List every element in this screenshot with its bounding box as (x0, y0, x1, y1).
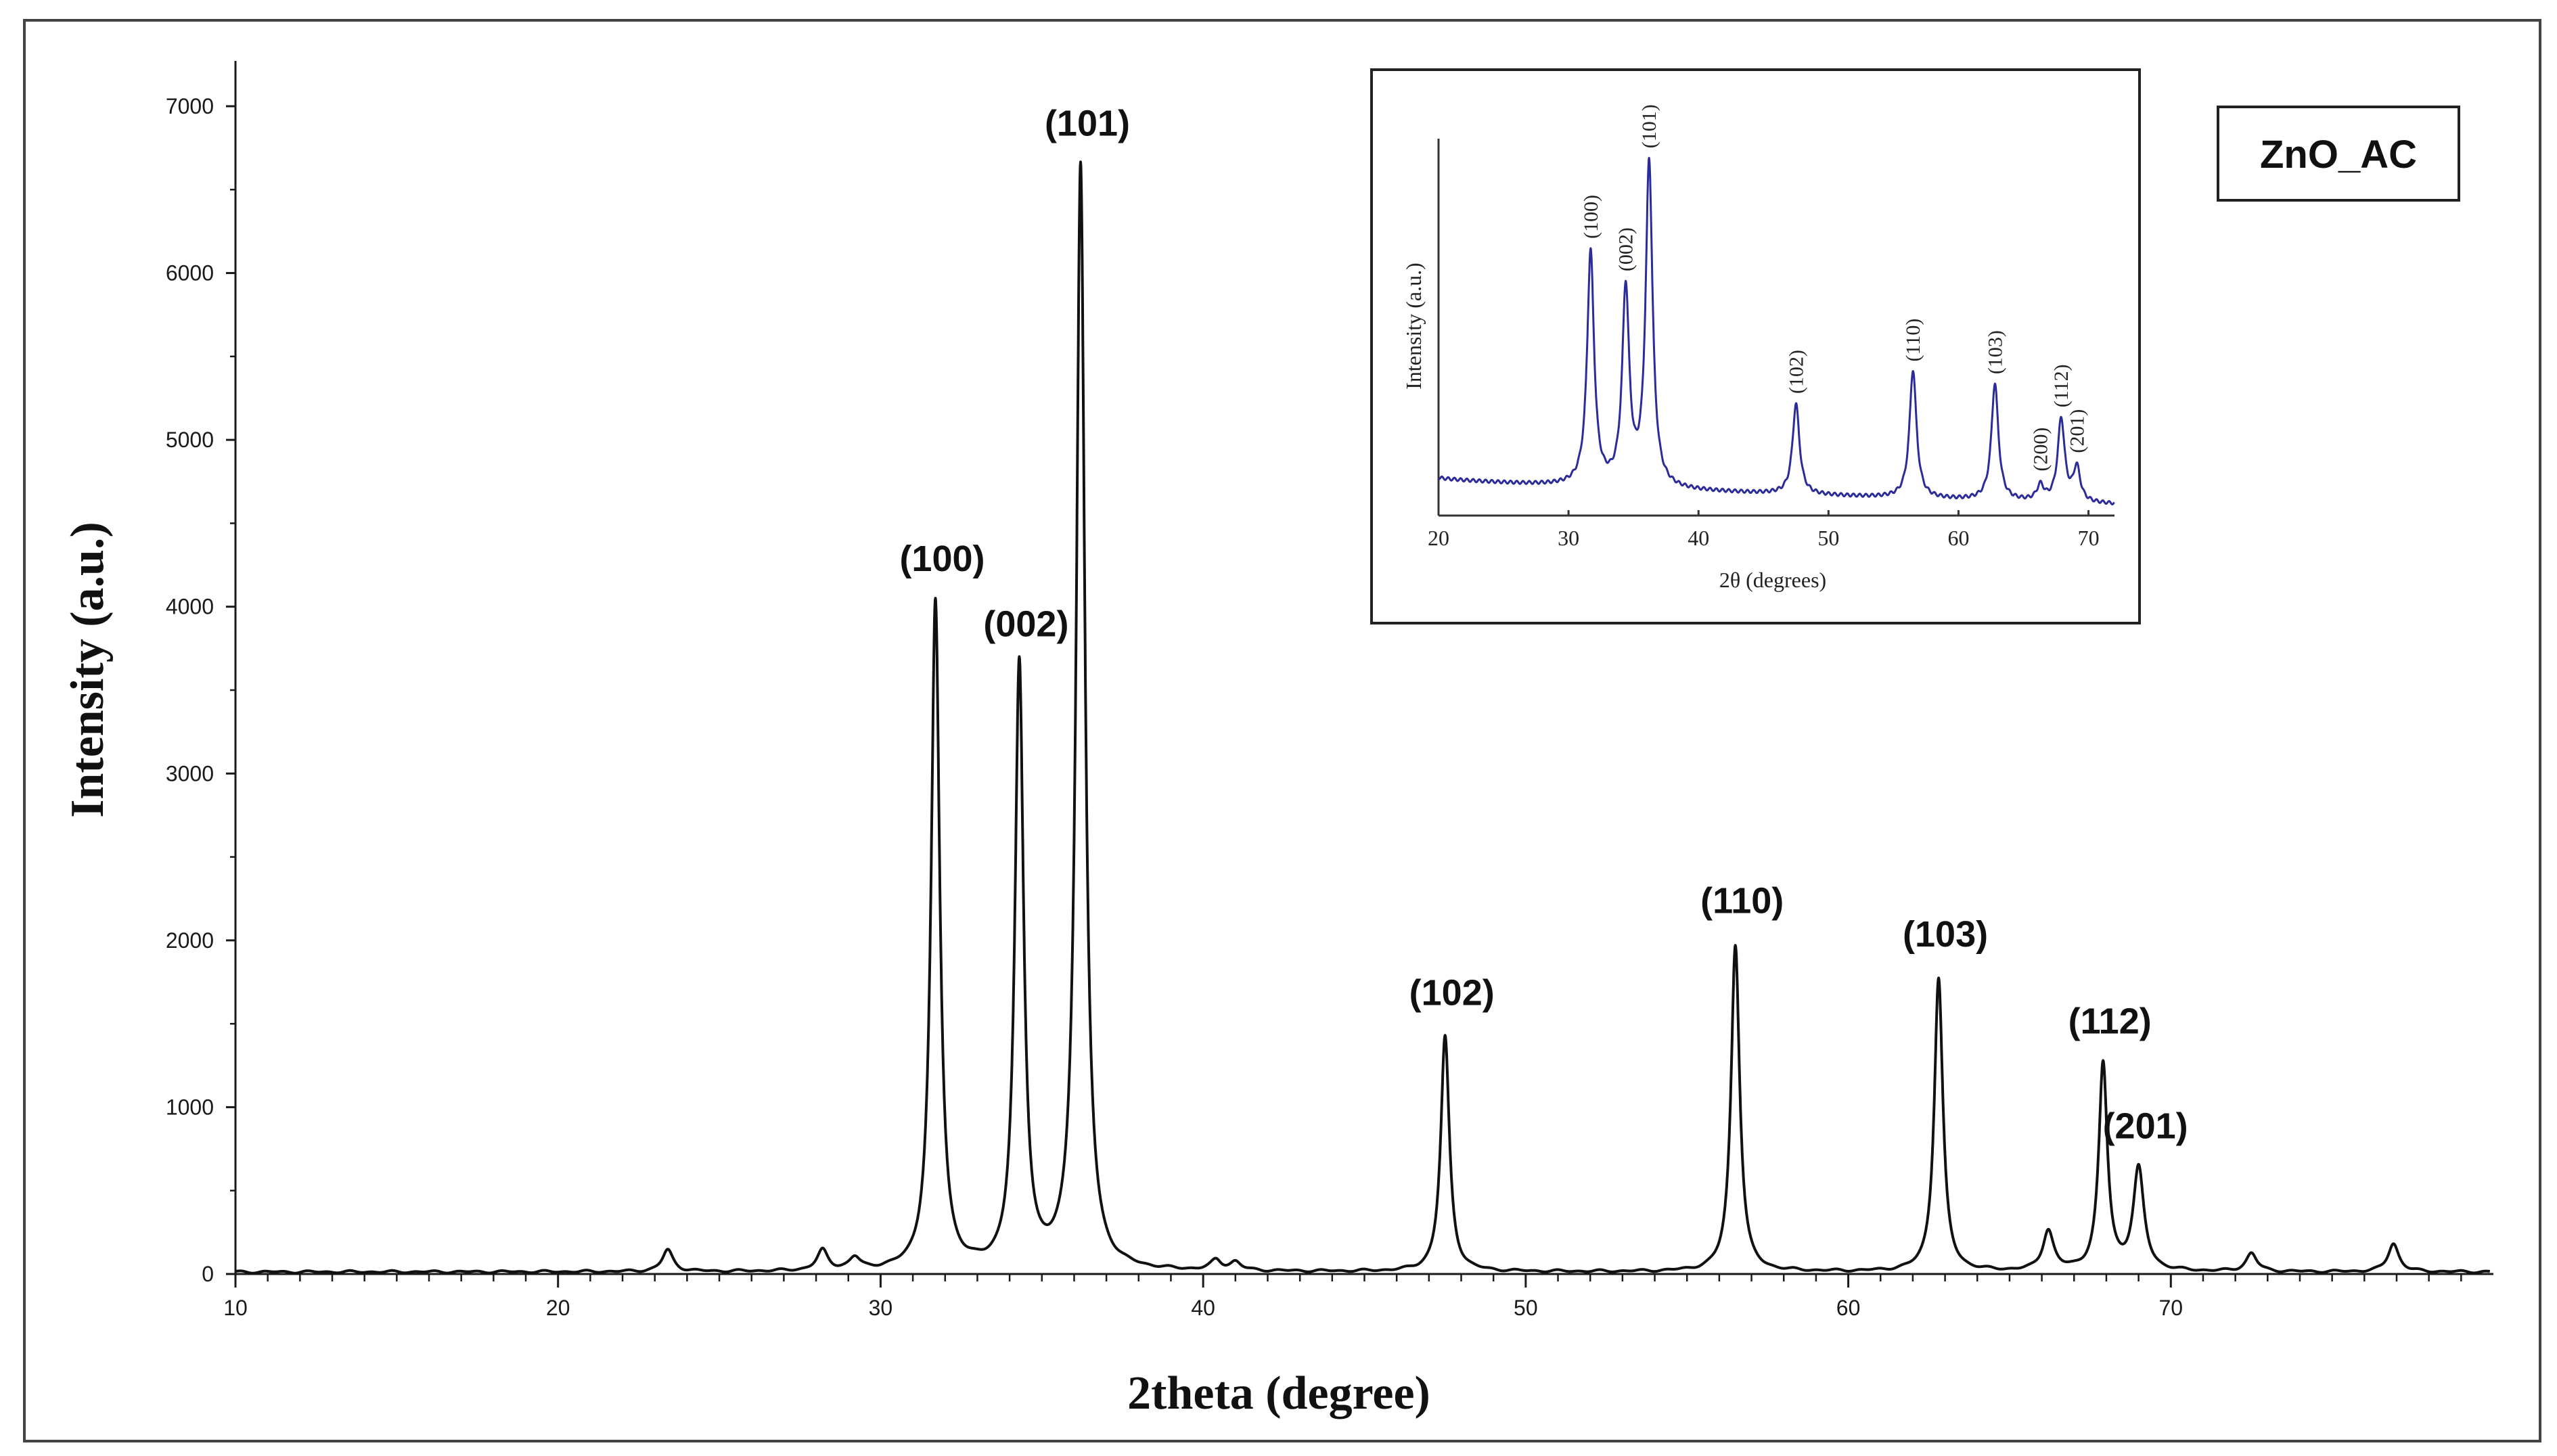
main-xrd-chart: 0 1000 2000 3000 4000 5000 6000 7000 10 20 30 40 50… (62, 61, 2493, 1419)
inset-peak-label: (102) (1785, 350, 1807, 394)
main-x-tick-label: 40 (1191, 1296, 1215, 1320)
inset-x-axis-title: 2θ (degrees) (1719, 568, 1826, 592)
main-y-tick-label: 5000 (166, 428, 214, 452)
main-peak-label: (002) (983, 604, 1068, 644)
sample-label-frame (2217, 106, 2460, 202)
main-xrd-pattern-line (234, 160, 2491, 1275)
inset-peak-label: (112) (2050, 364, 2073, 407)
sample-label: ZnO_AC (2260, 133, 2417, 177)
inset-x-tick-label: 20 (1428, 526, 1449, 550)
inset-peak-labels: (100) (002) (101) (102) (110) (103) (200) (112)… (1580, 104, 2089, 471)
figure-frame (23, 19, 2541, 1442)
inset-xrd-chart: 20 30 40 50 60 70 (100)(002)(101)(102)(110) (1… (1370, 68, 2141, 624)
inset-peak-label: (103) (1984, 330, 2006, 374)
main-peak-label: (110) (1700, 881, 1784, 922)
sample-label-box: ZnO_AC (2217, 106, 2460, 202)
inset-peak-label: (002) (1615, 227, 1637, 271)
main-x-tick-label: 50 (1514, 1296, 1538, 1320)
main-peak-label: (100) (899, 539, 985, 579)
main-y-tick-label: 7000 (166, 94, 214, 118)
inset-xrd-pattern-line (1437, 156, 2115, 505)
inset-x-tick-label: 40 (1688, 526, 1709, 550)
main-x-tick-label: 20 (546, 1296, 570, 1320)
main-x-tick-label: 60 (1836, 1296, 1861, 1320)
inset-peak-label: (201) (2066, 409, 2088, 453)
main-y-tick-label: 4000 (166, 595, 214, 619)
main-y-tick-label: 0 (202, 1262, 214, 1286)
main-peak-label: (102) (1409, 972, 1495, 1013)
main-y-tick-label: 6000 (166, 261, 214, 286)
inset-peak-label: (101) (1638, 104, 1660, 148)
inset-x-tick-label: 70 (2078, 526, 2100, 550)
main-x-ticks: 10 20 30 40 50 60 70 (223, 1274, 2462, 1320)
inset-x-tick-label: 30 (1558, 526, 1579, 550)
main-y-tick-label: 3000 (166, 761, 214, 786)
inset-y-axis-title: Intensity (a.u.) (1401, 263, 1426, 390)
inset-x-ticks: 20 30 40 50 60 70 (1428, 510, 2100, 550)
inset-frame (1370, 68, 2141, 624)
main-x-tick-label: 10 (223, 1296, 248, 1320)
main-peak-label: (101) (1045, 104, 1130, 144)
main-x-tick-label: 30 (869, 1296, 893, 1320)
main-x-tick-label: 70 (2158, 1296, 2183, 1320)
main-peak-label: (112) (2068, 1001, 2152, 1041)
inset-peak-label: (100) (1580, 195, 1602, 239)
main-peak-labels: (100)(002)(101)(102)(110)(103)(112)(201) (899, 104, 2188, 1147)
main-y-ticks: 0 1000 2000 3000 4000 5000 6000 7000 (166, 94, 235, 1286)
inset-peak-label: (110) (1902, 319, 1924, 362)
main-x-axis-title: 2theta (degree) (1127, 1367, 1430, 1419)
main-y-tick-label: 2000 (166, 928, 214, 953)
inset-peak-label: (200) (2030, 428, 2052, 472)
main-peak-label: (201) (2103, 1106, 2188, 1147)
main-y-axis-title: Intensity (a.u.) (62, 522, 114, 818)
inset-x-tick-label: 50 (1817, 526, 1839, 550)
main-peak-label: (103) (1903, 914, 1988, 955)
inset-x-tick-label: 60 (1947, 526, 1969, 550)
main-y-tick-label: 1000 (166, 1095, 214, 1119)
